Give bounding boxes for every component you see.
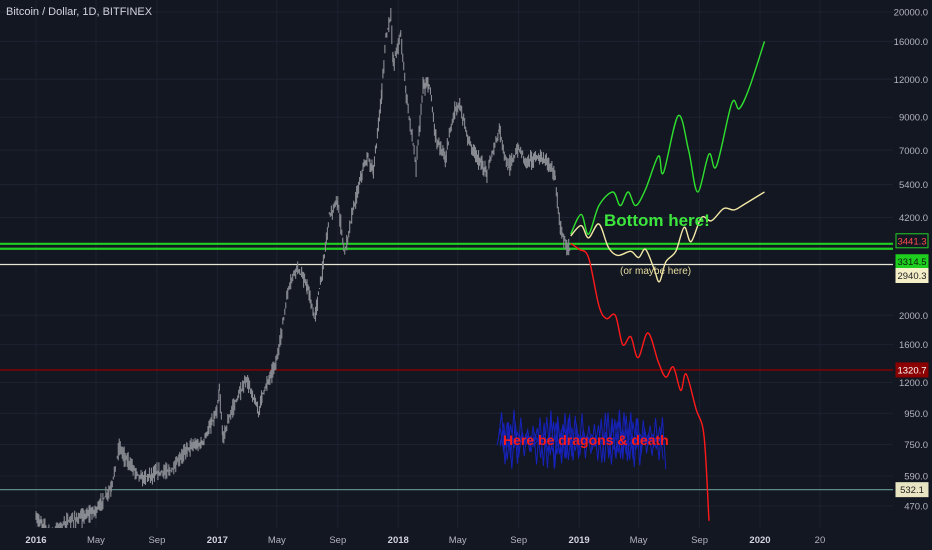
time-tick-label: Sep <box>691 535 708 546</box>
time-tick-label: 2020 <box>749 535 770 546</box>
scenario-bull-path <box>570 41 766 235</box>
price-tick-label: 590.0 <box>904 472 928 483</box>
projection-paths <box>570 41 766 521</box>
time-tick-label: Sep <box>510 535 527 546</box>
dragons-scribble <box>496 409 667 470</box>
symbol-title: Bitcoin / Dollar, 1D, BITFINEX <box>6 6 153 18</box>
time-tick-label: 2019 <box>569 535 590 546</box>
annotation-or-maybe-here: (or maybe here) <box>620 266 691 277</box>
time-tick-label: 2018 <box>388 535 409 546</box>
price-tick-label: 750.0 <box>904 440 928 451</box>
scribble-marks <box>496 409 667 470</box>
level-badge-1: 3314.5 <box>895 254 929 270</box>
price-tick-label: 9000.0 <box>899 113 928 124</box>
price-tick-label: 7000.0 <box>899 146 928 157</box>
time-tick-label: May <box>87 535 105 546</box>
time-tick-label: 20 <box>815 535 826 546</box>
time-tick-label: 2017 <box>207 535 228 546</box>
annotations: Bottom here! (or maybe here) Here be dra… <box>503 211 710 448</box>
time-tick-label: 2016 <box>25 535 46 546</box>
price-tick-label: 20000.0 <box>894 8 928 19</box>
price-level-badges: 3441.3 3314.5 2940.3 1320.7 532.1 <box>895 233 929 498</box>
scenario-sideways-path <box>570 191 765 283</box>
price-tick-label: 5400.0 <box>899 180 928 191</box>
price-tick-label: 470.0 <box>904 502 928 513</box>
price-series <box>35 7 571 542</box>
price-tick-label: 16000.0 <box>894 37 928 48</box>
price-tick-label: 1600.0 <box>899 340 928 351</box>
price-axis[interactable]: 20000.0 16000.0 12000.0 9000.0 7000.0 5400.0 4… <box>894 8 928 513</box>
level-badge-2: 2940.3 <box>895 268 929 284</box>
time-tick-label: May <box>449 535 467 546</box>
price-tick-label: 4200.0 <box>899 213 928 224</box>
scenario-bear-path <box>570 242 710 521</box>
time-tick-label: May <box>630 535 648 546</box>
level-badge-label: 1320.7 <box>897 365 926 376</box>
price-tick-label: 2000.0 <box>899 311 928 322</box>
time-scale-panel[interactable] <box>0 528 932 550</box>
level-badge-0: 3441.3 <box>895 233 929 249</box>
time-axis[interactable]: 2016 May Sep 2017 May Sep 2018 May Sep 2019 May Sep… <box>25 535 825 546</box>
level-badge-3: 1320.7 <box>895 362 929 378</box>
annotation-dragons: Here be dragons & death <box>503 432 669 448</box>
level-badge-label: 3441.3 <box>897 236 926 247</box>
level-badge-label: 2940.3 <box>897 271 926 282</box>
level-badge-4: 532.1 <box>895 482 929 498</box>
horizontal-levels <box>0 242 893 491</box>
time-tick-label: Sep <box>148 535 165 546</box>
level-badge-label: 3314.5 <box>897 257 926 268</box>
price-tick-label: 12000.0 <box>894 75 928 86</box>
time-tick-label: Sep <box>329 535 346 546</box>
price-tick-label: 950.0 <box>904 409 928 420</box>
price-tick-label: 1200.0 <box>899 378 928 389</box>
level-badge-label: 532.1 <box>900 485 924 496</box>
time-tick-label: May <box>268 535 286 546</box>
annotation-bottom-here: Bottom here! <box>604 211 710 230</box>
